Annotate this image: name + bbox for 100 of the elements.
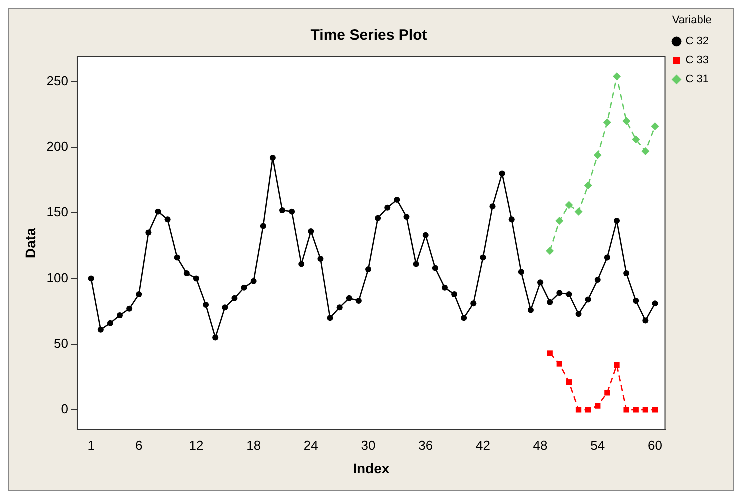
point xyxy=(642,318,649,324)
point xyxy=(556,290,563,296)
point xyxy=(604,390,610,396)
point xyxy=(461,315,468,322)
legend-label: C 31 xyxy=(686,74,710,86)
point xyxy=(604,254,610,261)
point xyxy=(546,247,554,256)
point xyxy=(633,407,639,413)
point xyxy=(603,118,612,127)
point xyxy=(432,265,438,272)
point xyxy=(613,72,621,81)
point xyxy=(556,361,562,367)
point xyxy=(508,216,515,223)
point xyxy=(576,407,582,413)
point xyxy=(594,277,601,284)
chart-title: Time Series Plot xyxy=(310,27,428,44)
point xyxy=(586,407,592,413)
point xyxy=(614,218,620,224)
point xyxy=(652,300,658,307)
point xyxy=(375,215,382,222)
x-axis-title: Index xyxy=(353,460,390,476)
x-tick-label: 18 xyxy=(246,438,262,453)
point xyxy=(518,269,524,276)
point xyxy=(404,214,410,220)
point xyxy=(642,147,650,156)
x-tick-label: 12 xyxy=(189,438,204,453)
point xyxy=(528,307,534,314)
point xyxy=(651,122,660,131)
point xyxy=(547,350,553,356)
point xyxy=(232,295,238,302)
x-tick-label: 48 xyxy=(533,438,548,453)
legend-label: C 32 xyxy=(686,36,710,48)
y-tick-label: 200 xyxy=(46,139,68,154)
point xyxy=(566,380,572,386)
y-axis-title: Data xyxy=(22,228,38,258)
x-tick-label: 36 xyxy=(418,438,434,453)
point xyxy=(480,254,486,261)
x-tick-label: 60 xyxy=(648,438,662,453)
legend-title: Variable xyxy=(672,14,712,27)
point xyxy=(212,334,219,341)
point xyxy=(126,306,133,312)
point xyxy=(652,407,658,413)
point xyxy=(499,170,506,177)
point xyxy=(174,254,180,261)
point xyxy=(136,291,142,298)
point xyxy=(595,403,601,409)
point xyxy=(614,362,620,368)
point xyxy=(346,295,352,302)
point xyxy=(576,311,582,318)
point xyxy=(184,270,190,276)
point xyxy=(88,276,94,282)
point xyxy=(241,284,248,291)
point xyxy=(624,407,630,413)
point xyxy=(632,136,640,144)
point xyxy=(566,291,572,298)
point xyxy=(624,270,630,276)
point xyxy=(250,278,257,284)
x-tick-label: 6 xyxy=(136,438,143,453)
x-tick-label: 30 xyxy=(361,438,376,453)
point xyxy=(193,276,200,282)
point xyxy=(642,407,648,413)
point xyxy=(547,299,554,306)
point xyxy=(146,230,152,236)
point xyxy=(556,216,564,225)
point xyxy=(574,208,583,216)
point xyxy=(633,298,640,304)
point xyxy=(164,216,171,223)
point xyxy=(413,261,420,268)
point xyxy=(203,302,210,308)
y-tick-label: 150 xyxy=(46,204,68,220)
y-tick-label: 250 xyxy=(46,74,68,89)
point xyxy=(422,232,429,238)
point xyxy=(565,201,574,210)
x-tick-label: 54 xyxy=(590,438,606,453)
x-tick-label: 24 xyxy=(304,438,318,453)
point xyxy=(336,304,343,311)
point xyxy=(366,266,372,273)
point xyxy=(470,300,477,307)
point xyxy=(452,291,458,298)
point xyxy=(318,256,324,262)
y-tick-label: 100 xyxy=(46,270,68,286)
point xyxy=(594,151,602,160)
point xyxy=(327,315,334,322)
x-tick-label: 1 xyxy=(88,438,95,453)
point xyxy=(279,208,286,214)
point xyxy=(308,228,314,234)
point xyxy=(622,117,631,126)
point xyxy=(490,204,496,210)
point xyxy=(117,312,124,318)
point xyxy=(384,204,391,211)
point xyxy=(98,326,104,333)
point xyxy=(107,320,114,326)
point xyxy=(538,280,544,286)
point xyxy=(585,296,592,303)
point xyxy=(222,304,228,311)
y-tick-label: 50 xyxy=(54,336,68,351)
y-tick-label: 0 xyxy=(61,402,68,416)
point xyxy=(155,208,162,215)
point xyxy=(289,208,296,215)
point xyxy=(356,298,362,304)
